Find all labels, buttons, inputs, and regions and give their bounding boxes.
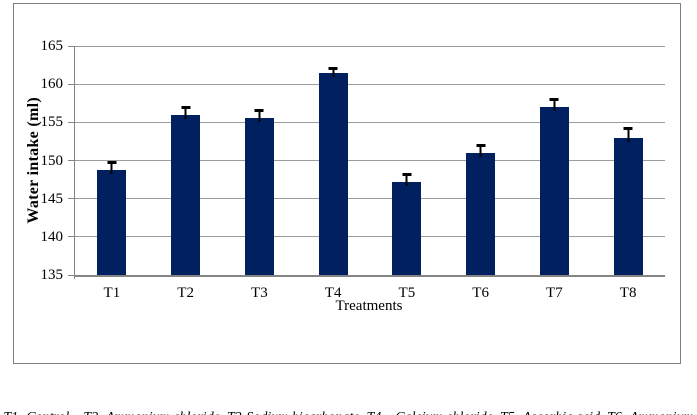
error-bar-T5 [402,172,412,186]
error-bar-cap [402,172,412,176]
figure-caption: T1- Control, T2- Ammonium chloride, T3-S… [0,373,697,415]
error-bar-T4 [328,67,338,78]
y-tick-mark [68,236,74,238]
y-tick-label: 165 [40,38,64,54]
error-bar-stem [627,129,630,142]
error-bar-stem [184,109,187,120]
y-tick-mark [68,83,74,85]
gridline [75,236,665,238]
x-tick-label-T2: T2 [177,285,194,301]
gridline [75,121,665,123]
error-bar-stem [405,175,408,186]
error-bar-T6 [476,143,486,157]
x-tick-label-T4: T4 [324,285,342,301]
error-bar-cap [623,126,633,130]
error-bar-T1 [107,160,117,174]
y-tick-mark [68,121,74,123]
y-tick-label: 150 [40,152,64,169]
error-bar-T8 [623,126,633,142]
error-bar-cap [181,106,191,110]
y-axis-extension [74,275,75,279]
x-tick-label-T1: T1 [103,285,121,301]
y-tick-label: 155 [40,114,64,131]
bar-T2 [171,115,201,275]
gridline [75,198,665,200]
gridline [75,45,665,47]
x-tick-label-T6: T6 [472,285,489,301]
bar-T7 [539,107,569,275]
bar-T4 [318,73,348,275]
bar-T8 [613,137,643,275]
bar-chart-figure: Water intake (ml) 135 140 145 150 155 160 165 T… [13,3,681,364]
x-tick-label-T8: T8 [619,285,637,301]
caption-line-1: T1- Control, T2- Ammonium chloride, T3-S… [0,409,697,415]
bar-T1 [97,169,127,275]
x-tick-label-T7: T7 [546,285,563,301]
y-tick-label: 135 [40,267,64,283]
error-bar-cap [549,97,559,101]
x-axis-title: Treatments [335,298,403,314]
y-tick-label: 145 [40,190,64,207]
bar-T3 [244,117,274,275]
error-bar-stem [553,100,556,112]
error-bar-stem [258,111,261,122]
y-tick-mark [68,198,74,200]
y-tick-mark [68,160,74,161]
gridline [75,160,665,161]
y-tick-mark [68,45,74,47]
error-bar-cap [107,160,117,164]
error-bar-stem [332,70,335,78]
y-tick-label: 160 [40,76,64,93]
error-bar-T7 [549,97,559,112]
error-bar-stem [479,146,482,157]
error-bar-stem [110,163,113,174]
y-tick-label: 140 [40,228,64,245]
plot-area: 135 140 145 150 155 160 165 T1 T2 T3 T4 T5 T6 T7 T8 [41,38,665,301]
x-tick-label-T5: T5 [398,285,416,301]
error-bar-T2 [181,106,191,120]
error-bar-cap [254,108,264,112]
x-tick-label-T3: T3 [251,285,268,301]
error-bar-T3 [254,108,264,122]
y-tick-mark [68,274,74,276]
gridline [75,83,665,85]
error-bar-cap [476,143,486,147]
error-bar-cap [328,67,338,71]
bar-T6 [466,152,496,275]
bar-T5 [392,181,422,275]
